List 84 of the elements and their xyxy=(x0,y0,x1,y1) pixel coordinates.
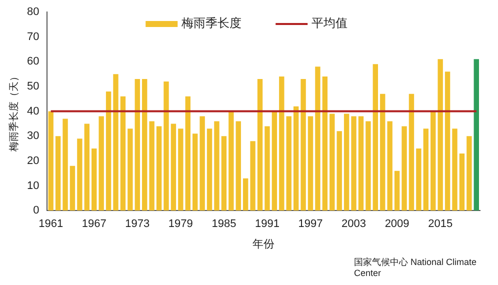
bar xyxy=(416,148,422,211)
bar xyxy=(257,79,263,211)
bar xyxy=(372,64,378,211)
bar xyxy=(264,126,270,211)
x-tick-label: 2009 xyxy=(384,218,410,230)
bar xyxy=(430,111,436,211)
y-axis-title: 梅雨季长度（天） xyxy=(8,71,20,152)
bar xyxy=(279,76,284,211)
y-tick-label: 30 xyxy=(26,130,40,142)
bar xyxy=(77,138,82,211)
bar xyxy=(164,82,169,211)
y-tick-label: 10 xyxy=(26,180,40,192)
bar xyxy=(408,94,414,211)
bar xyxy=(452,128,458,211)
x-tick-label: 2003 xyxy=(342,218,366,230)
y-tick-label: 70 xyxy=(26,30,40,43)
bar xyxy=(128,128,133,211)
bar xyxy=(62,118,68,211)
bar xyxy=(106,91,112,211)
bar xyxy=(474,59,479,211)
x-tick-label: 1985 xyxy=(212,218,236,230)
bar xyxy=(402,126,407,211)
bar xyxy=(380,94,386,211)
bar xyxy=(250,141,256,211)
bar xyxy=(459,154,465,211)
bar xyxy=(149,121,154,211)
x-tick-label: 1997 xyxy=(298,218,323,230)
y-tick-label: 0 xyxy=(33,204,40,217)
bar xyxy=(358,116,364,211)
bar xyxy=(70,166,76,211)
bar xyxy=(330,114,335,211)
legend-label: 梅雨季长度 xyxy=(180,16,242,30)
bar xyxy=(221,136,227,211)
bar xyxy=(113,74,118,211)
y-tick-label: 50 xyxy=(26,80,40,93)
bar xyxy=(423,128,428,211)
bar xyxy=(387,121,392,211)
bar xyxy=(438,59,443,211)
bar xyxy=(228,111,234,211)
bar xyxy=(466,136,472,211)
bar xyxy=(142,79,148,211)
bar xyxy=(293,106,299,211)
bar xyxy=(366,121,371,211)
bar xyxy=(444,72,450,211)
bar xyxy=(84,124,90,211)
bar xyxy=(185,96,190,211)
bar xyxy=(242,178,248,211)
x-axis-title: 年份 xyxy=(252,238,275,250)
bar xyxy=(206,128,212,211)
x-tick-label: 2015 xyxy=(428,218,453,230)
bar xyxy=(178,128,184,211)
bar xyxy=(300,79,306,211)
bar xyxy=(394,170,400,211)
x-tick-label: 1961 xyxy=(38,218,64,230)
x-tick-label: 1973 xyxy=(125,218,150,230)
bar xyxy=(92,148,97,211)
bar xyxy=(156,126,162,211)
bar xyxy=(170,124,176,211)
bar xyxy=(120,96,126,211)
y-tick-label: 40 xyxy=(26,105,40,118)
bar xyxy=(322,76,328,211)
bar xyxy=(55,136,61,211)
x-tick-label: 1979 xyxy=(168,218,193,230)
bar xyxy=(344,114,350,211)
bar xyxy=(48,111,54,211)
bar xyxy=(286,116,292,211)
text: 国家气候中心 National Climate Center xyxy=(354,257,478,279)
bar xyxy=(272,111,278,211)
y-tick-label: 60 xyxy=(26,56,40,68)
y-tick-label: 20 xyxy=(26,154,40,167)
bar xyxy=(336,131,342,211)
bar xyxy=(134,79,140,211)
legend-label: 平均值 xyxy=(312,16,348,30)
y-tick-label: 80 xyxy=(26,6,40,18)
bar xyxy=(98,116,104,211)
x-tick-label: 1991 xyxy=(254,218,280,230)
x-tick-label: 1967 xyxy=(82,218,106,230)
bar xyxy=(200,116,205,211)
bar xyxy=(214,121,220,211)
bar xyxy=(236,121,241,211)
bar xyxy=(315,66,320,211)
bar xyxy=(351,116,356,211)
bar xyxy=(308,116,314,211)
bar xyxy=(192,134,198,211)
